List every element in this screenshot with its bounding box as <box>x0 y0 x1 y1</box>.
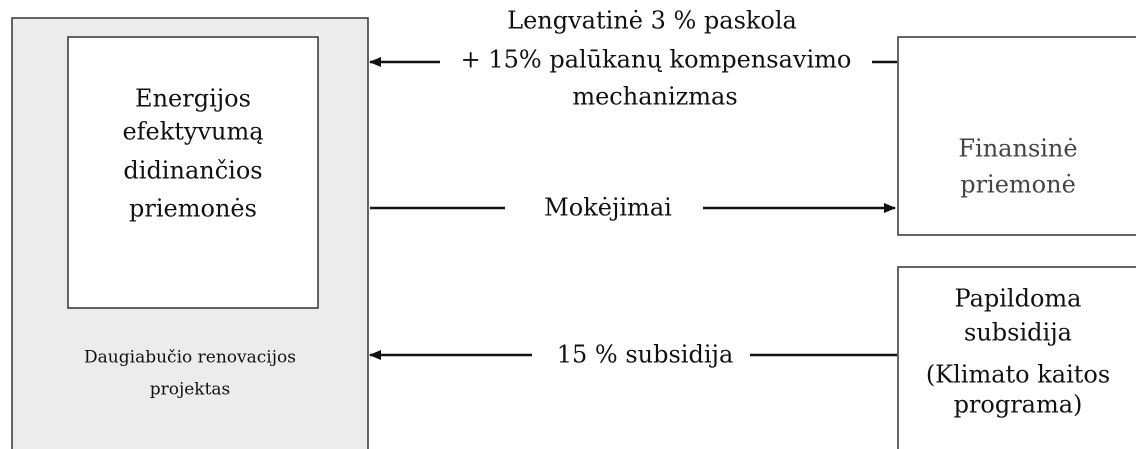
node-label: priemonė <box>960 171 1076 199</box>
edge-label: + 15% palūkanų kompensavimo <box>461 46 852 74</box>
edge-label: 15 % subsidija <box>557 341 734 369</box>
financial-box <box>897 36 1136 236</box>
node-label: subsidija <box>964 319 1072 347</box>
node-label: efektyvumą <box>122 118 263 146</box>
node-label: Daugiabučio renovacijos <box>84 348 296 368</box>
subsidy-box <box>897 266 1136 449</box>
node-label: Papildoma <box>955 285 1082 313</box>
measures-box <box>67 36 319 309</box>
node-label: didinančios <box>123 157 262 185</box>
node-label: Finansinė <box>958 135 1077 163</box>
node-label: (Klimato kaitos <box>926 361 1110 389</box>
edge-label: mechanizmas <box>572 83 737 111</box>
node-label: Energijos <box>135 85 251 113</box>
edge-label: Mokėjimai <box>544 194 672 222</box>
edge-label: Lengvatinė 3 % paskola <box>507 7 797 35</box>
node-label: priemonės <box>129 195 257 223</box>
node-label: projektas <box>150 380 231 400</box>
node-label: programa) <box>954 391 1083 419</box>
